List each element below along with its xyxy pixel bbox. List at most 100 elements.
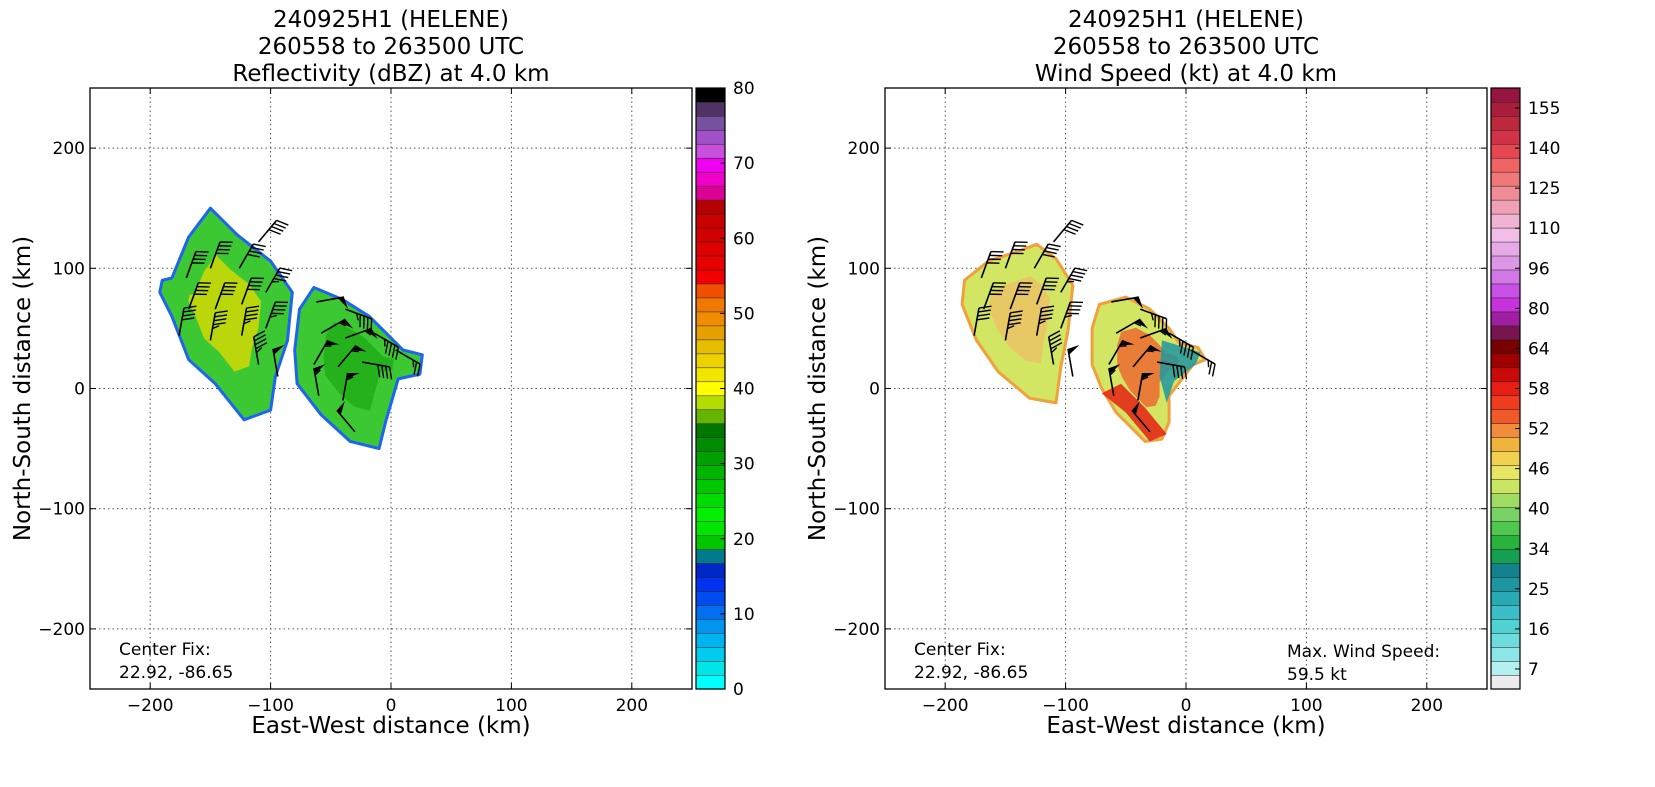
- colorbar-cell: [1490, 521, 1521, 536]
- wind-barb-feather: [1070, 274, 1084, 279]
- wind-barb-feather: [1179, 341, 1184, 354]
- y-tick-label: 200: [53, 139, 85, 159]
- colorbar-cell: [1490, 548, 1521, 564]
- wind-barb: [313, 364, 326, 396]
- x-tick-label: 0: [386, 696, 397, 716]
- colorbar-tick-label: 25: [1528, 580, 1550, 600]
- wind-barb-feather: [244, 317, 258, 321]
- colorbar-cell: [695, 548, 726, 564]
- colorbar-tick-label: 110: [1528, 219, 1560, 239]
- wind-barb-feather: [1146, 350, 1154, 353]
- colorbar-tick-label: 7: [1528, 660, 1539, 680]
- colorbar-cell: [695, 199, 726, 215]
- chart-title-line: Wind Speed (kt) at 4.0 km: [1035, 61, 1337, 87]
- wind-barb-flag: [346, 372, 360, 379]
- center-fix-label: 22.92, -86.65: [914, 663, 1028, 683]
- wind-barb-flag: [1160, 328, 1173, 340]
- wind-barb-feather: [1009, 314, 1023, 318]
- wind-barb-feather: [273, 277, 287, 282]
- wind-barb-staff: [1033, 243, 1049, 269]
- wind-barb: [209, 241, 233, 269]
- wind-barb-staff: [1156, 361, 1185, 368]
- colorbar-cell: [1490, 646, 1521, 662]
- wind-barb-staff: [1111, 296, 1140, 303]
- colorbar-cell: [695, 507, 726, 522]
- wind-barb: [252, 330, 268, 365]
- colorbar-cell: [695, 157, 726, 173]
- wind-barb-feather: [249, 250, 262, 255]
- colorbar-cell: [695, 660, 726, 676]
- colorbar-tick-label: 64: [1528, 339, 1550, 359]
- colorbar-cell: [695, 241, 726, 257]
- colorbar-cell: [1490, 311, 1521, 327]
- wind-barb-feather: [1008, 318, 1022, 322]
- x-axis-label: East-West distance (km): [251, 713, 530, 739]
- wind-barb-flag: [1131, 401, 1140, 415]
- wind-barb-staff: [209, 312, 217, 341]
- wind-barb-feather: [1141, 376, 1149, 381]
- colorbar-cell: [695, 143, 726, 159]
- wind-barb-staff: [1052, 219, 1073, 243]
- colorbar-tick-label: 0: [733, 680, 744, 700]
- wind-barb-staff: [252, 336, 260, 365]
- wind-barb-staff: [344, 308, 372, 320]
- colorbar-cell: [1490, 507, 1521, 522]
- wind-barb-feather: [1049, 338, 1062, 346]
- colorbar-cell: [1490, 535, 1521, 550]
- colorbar-cell: [1490, 129, 1521, 145]
- wind-barb: [272, 344, 285, 377]
- wind-barb-feather: [1074, 267, 1088, 272]
- wind-barb: [973, 305, 992, 336]
- y-tick-label: −100: [38, 500, 85, 520]
- wind-barb-staff: [209, 241, 221, 269]
- wind-barb-staff: [1139, 308, 1167, 320]
- colorbar-tick-label: 34: [1528, 540, 1550, 560]
- wind-barb-staff: [265, 301, 277, 329]
- wind-barb-feather: [1039, 317, 1053, 321]
- colorbar-cell: [695, 465, 726, 480]
- wind-barb-feather: [1042, 253, 1055, 258]
- colorbar-cell: [695, 493, 726, 508]
- wind-barb-feather: [247, 253, 260, 258]
- colorbar-cell: [695, 227, 726, 243]
- y-tick-label: −200: [38, 620, 85, 640]
- wind-barb-staff: [313, 339, 329, 365]
- colorbar-cell: [695, 171, 726, 187]
- wind-barb-feather: [1066, 225, 1079, 232]
- wind-barb-feather: [1010, 310, 1023, 314]
- colorbar-tick-label: 40: [1528, 500, 1550, 520]
- x-tick-label: −100: [1042, 696, 1089, 716]
- wind-barb-flag: [1108, 364, 1121, 375]
- wind-barb-feather: [977, 313, 991, 317]
- wind-barb-feather: [254, 338, 267, 346]
- wind-barb-feather: [245, 309, 259, 313]
- wind-barb-staff: [1067, 348, 1074, 377]
- colorbar-cell: [695, 437, 726, 452]
- colorbar-tick-label: 20: [733, 530, 755, 550]
- wind-barb-feather: [181, 317, 195, 321]
- y-tick-label: 100: [848, 259, 880, 279]
- colorbar-cell: [695, 479, 726, 494]
- colorbar-cell: [695, 353, 726, 369]
- wind-barb: [313, 339, 340, 365]
- wind-barb-staff: [178, 307, 185, 336]
- wind-barb: [1035, 277, 1059, 305]
- colorbar-cell: [1490, 590, 1521, 606]
- wind-barb-flag: [1133, 297, 1143, 309]
- wind-barb: [1035, 305, 1055, 336]
- wind-barb-flag: [336, 401, 345, 415]
- wind-barb-feather: [1071, 219, 1084, 226]
- wind-barb-feather: [268, 228, 281, 235]
- colorbar-cell: [1490, 353, 1521, 369]
- colorbar-cell: [1490, 171, 1521, 187]
- wind-barb-feather: [1072, 270, 1086, 275]
- wind-barb-feather: [1048, 243, 1061, 248]
- wind-barb-staff: [395, 349, 421, 365]
- wind-barb-feather: [246, 305, 260, 309]
- colorbar-cell: [1490, 423, 1521, 438]
- colorbar-cell: [1490, 199, 1521, 215]
- wind-barb: [1047, 330, 1063, 365]
- wind-barb-feather: [1208, 361, 1213, 375]
- colorbar-tick-label: 60: [733, 229, 755, 249]
